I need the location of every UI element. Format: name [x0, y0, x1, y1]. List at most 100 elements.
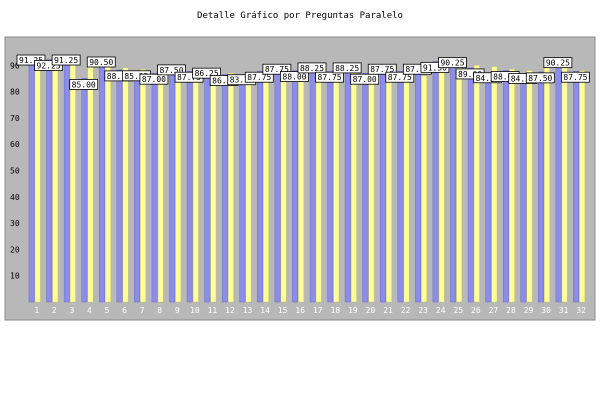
data-label-23: 87.75 — [405, 65, 429, 74]
x-tick-label: 31 — [559, 306, 569, 315]
data-label-21: 87.75 — [370, 65, 394, 74]
data-label-22: 87.75 — [388, 73, 412, 82]
bar-series1-26 — [467, 67, 474, 303]
data-label-box-3 — [51, 54, 81, 66]
data-label-box-25 — [438, 57, 467, 69]
data-label-11: 86.25 — [195, 69, 219, 78]
x-tick-label: 32 — [576, 306, 586, 315]
bar-series2-11 — [210, 72, 217, 303]
bar-series2-10 — [192, 71, 199, 303]
data-label-box-21 — [367, 63, 397, 75]
bar-series1-3 — [63, 61, 70, 303]
data-label-3: 91.25 — [54, 56, 78, 65]
x-tick-label: 27 — [489, 306, 499, 315]
bar-series2-6 — [122, 67, 129, 303]
data-label-box-17 — [297, 62, 327, 74]
bar-series2-1 — [34, 59, 41, 303]
data-label-8: 87.00 — [142, 75, 166, 84]
data-label-box-16 — [280, 71, 309, 82]
bar-series2-21 — [386, 72, 392, 303]
x-tick-label: 10 — [190, 306, 200, 315]
data-label-30: 87.50 — [528, 74, 552, 83]
bar-series2-32 — [579, 70, 586, 303]
data-label-box-31 — [543, 57, 573, 69]
x-tick-label: 2 — [52, 306, 57, 315]
x-tick-label: 30 — [541, 306, 551, 315]
bar-series1-29 — [520, 80, 527, 303]
x-tick-label: 12 — [225, 306, 235, 315]
y-tick-label: 70 — [10, 114, 20, 123]
bar-series2-22 — [403, 71, 410, 303]
bar-series2-23 — [421, 75, 428, 303]
data-label-box-9 — [157, 64, 186, 76]
y-tick-label: 40 — [10, 193, 20, 202]
data-label-24: 91.50 — [423, 63, 447, 72]
bar-series2-20 — [368, 71, 375, 303]
bar-series1-19 — [344, 69, 351, 303]
bar-series2-28 — [508, 68, 515, 303]
y-axis: 10 20 30 40 50 60 70 80 90 — [10, 61, 20, 280]
bar-series2-5 — [105, 66, 111, 303]
bar-series2-26 — [473, 65, 480, 303]
bar-series2-2 — [52, 61, 59, 303]
bar-series1-9 — [169, 71, 176, 303]
bar-series1-27 — [485, 79, 492, 303]
bar-series2-15 — [280, 68, 287, 303]
data-label-4: 85.00 — [72, 80, 96, 89]
x-tick-label: 19 — [348, 306, 358, 315]
x-tick-label: 7 — [140, 306, 145, 315]
data-label-25: 90.25 — [440, 59, 464, 68]
bar-series2-7 — [140, 68, 147, 303]
bar-series2-29 — [526, 70, 533, 303]
x-tick-label: 8 — [157, 306, 162, 315]
bar-series2-12 — [227, 72, 234, 303]
data-label-box-5 — [86, 56, 116, 68]
data-label-28: 88.00 — [493, 73, 517, 82]
x-tick-label: 1 — [34, 306, 39, 315]
bar-series1-18 — [327, 70, 334, 303]
y-tick-label: 90 — [10, 61, 20, 70]
data-label-box-11 — [192, 67, 222, 79]
x-tick-label: 24 — [436, 306, 446, 315]
x-tick-label: 11 — [208, 306, 218, 315]
bar-series2-4 — [87, 65, 94, 303]
bar-series2-18 — [333, 71, 340, 303]
bar-series2-13 — [245, 74, 252, 303]
bar-series1-8 — [151, 72, 158, 303]
data-label-32: 87.75 — [563, 73, 587, 82]
bar-series1-1 — [28, 61, 35, 303]
bar-series1-25 — [450, 64, 457, 303]
bar-series1-31 — [555, 64, 562, 303]
bar-series2-9 — [175, 70, 182, 303]
bar-series1-10 — [186, 70, 193, 303]
bar-series1-15 — [274, 70, 281, 303]
data-label-box-22 — [385, 71, 415, 83]
bar-series1-20 — [362, 72, 369, 303]
data-label-box-32 — [561, 71, 590, 83]
data-label-5: 90.50 — [89, 58, 113, 67]
data-label-29: 84.25 — [511, 74, 535, 83]
bar-series2-19 — [350, 70, 357, 303]
x-tick-label: 15 — [278, 306, 288, 315]
data-label-box-30 — [525, 72, 555, 84]
bar-series1-12 — [221, 74, 228, 303]
data-label-26: 89.00 — [458, 70, 482, 79]
bar-series2-25 — [456, 63, 463, 303]
x-tick-label: 25 — [453, 306, 463, 315]
data-label-20: 87.00 — [353, 75, 377, 84]
data-label-13: 83.75 — [230, 76, 254, 85]
bar-series1-17 — [309, 69, 316, 303]
bar-series1-23 — [415, 70, 422, 303]
x-tick-label: 5 — [105, 306, 110, 315]
data-label-box-8 — [139, 73, 169, 85]
bar-series1-28 — [502, 70, 509, 303]
data-label-18: 87.75 — [318, 73, 342, 82]
x-tick-label: 9 — [175, 306, 180, 315]
chart-title: Detalle Gráfico por Preguntas Paralelo — [197, 11, 403, 21]
bar-series2-14 — [263, 70, 269, 303]
data-label-box-14 — [244, 71, 274, 83]
bar-series1-6 — [116, 69, 123, 303]
bar-series2-31 — [561, 67, 568, 303]
x-tick-label: 3 — [69, 306, 74, 315]
